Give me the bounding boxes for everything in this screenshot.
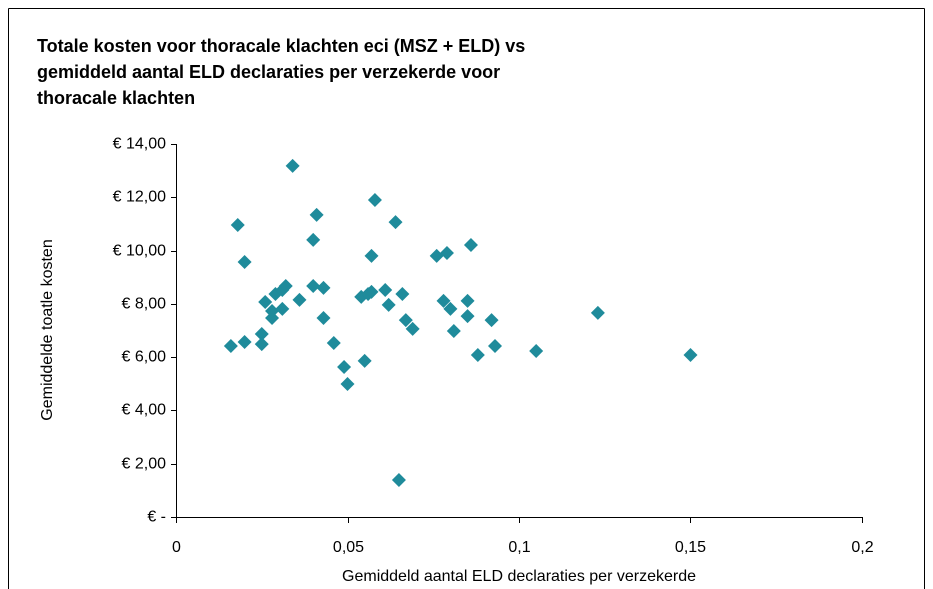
y-tick-label: € 14,00	[113, 136, 166, 153]
x-tick-label: 0,05	[333, 539, 364, 556]
point	[398, 313, 413, 328]
point	[309, 207, 324, 222]
y-tick-label: € 2,00	[122, 456, 167, 473]
point	[391, 472, 406, 487]
point	[388, 215, 403, 230]
point	[429, 248, 444, 263]
point	[316, 310, 331, 325]
point	[367, 192, 382, 207]
point	[487, 338, 502, 353]
point	[446, 324, 461, 339]
point	[316, 280, 331, 295]
y-axis-label: Gemiddelde toatle kosten	[39, 239, 56, 420]
point	[258, 294, 273, 309]
y-tick-label: € 12,00	[113, 189, 166, 206]
point	[306, 232, 321, 247]
point	[230, 217, 245, 232]
point	[405, 321, 420, 336]
point	[364, 284, 379, 299]
x-tick-label: 0,15	[675, 539, 706, 556]
point	[340, 377, 355, 392]
point	[278, 279, 293, 294]
point	[590, 305, 605, 320]
point	[460, 293, 475, 308]
point	[326, 336, 341, 351]
point	[275, 301, 290, 316]
point	[254, 337, 269, 352]
x-tick-label: 0,2	[851, 539, 873, 556]
point	[460, 309, 475, 324]
point	[470, 348, 485, 363]
x-tick-label: 0	[172, 539, 181, 556]
point	[364, 248, 379, 263]
point	[237, 255, 252, 270]
point	[265, 304, 280, 319]
chart-title: Totale kosten voor thoracale klachten ec…	[37, 36, 525, 56]
point	[443, 301, 458, 316]
x-axis-label: Gemiddeld aantal ELD declaraties per ver…	[342, 568, 696, 585]
point	[306, 279, 321, 294]
point	[439, 245, 454, 260]
point	[463, 237, 478, 252]
point	[237, 334, 252, 349]
point	[395, 286, 410, 301]
point	[381, 297, 396, 312]
point	[357, 353, 372, 368]
point	[529, 344, 544, 359]
y-tick-label: € 6,00	[122, 349, 167, 366]
point	[436, 293, 451, 308]
y-tick-label: € 8,00	[122, 296, 167, 313]
y-tick-label: € -	[147, 509, 166, 526]
y-tick-label: € 4,00	[122, 402, 167, 419]
chart-title: gemiddeld aantal ELD declaraties per ver…	[37, 62, 500, 82]
point	[484, 313, 499, 328]
chart-title: thoracale klachten	[37, 88, 195, 108]
x-tick-label: 0,1	[508, 539, 530, 556]
point	[683, 348, 698, 363]
point	[337, 360, 352, 375]
point	[378, 283, 393, 298]
point	[254, 326, 269, 341]
point	[285, 158, 300, 173]
y-tick-label: € 10,00	[113, 243, 166, 260]
point	[223, 338, 238, 353]
point	[292, 292, 307, 307]
